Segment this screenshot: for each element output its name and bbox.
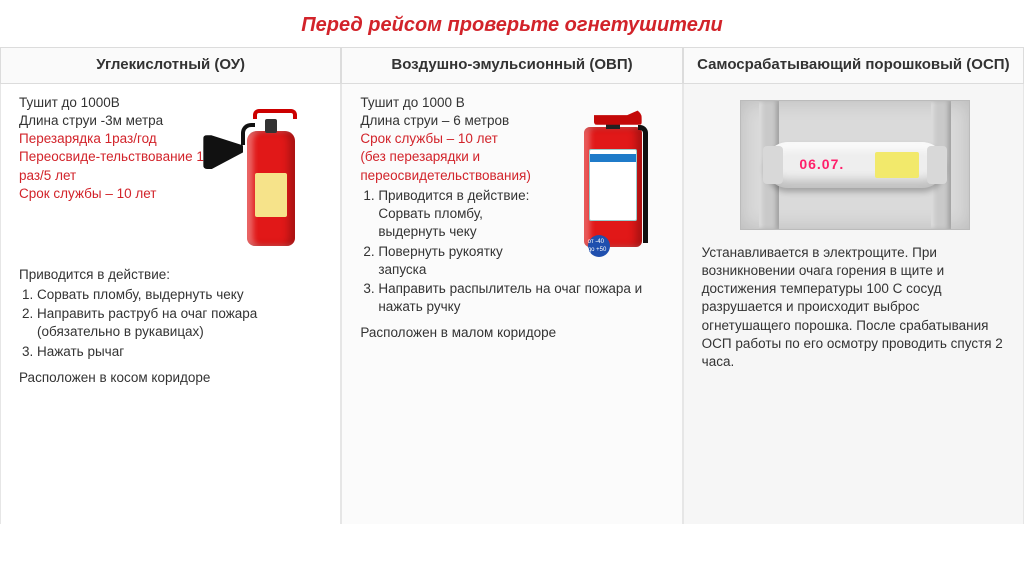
ovp-temp-badge: от -40 до +50 — [588, 235, 610, 257]
page-title: Перед рейсом проверьте огнетушители — [0, 0, 1024, 47]
col-header-ou: Углекислотный (ОУ) — [0, 47, 341, 84]
col-body-osp: 06.07. Устанавливается в электрощите. Пр… — [683, 84, 1024, 524]
ou-location: Расположен в косом коридоре — [19, 369, 326, 387]
osp-description: Устанавливается в электрощите. При возни… — [702, 244, 1009, 372]
ovp-location: Расположен в малом коридоре — [360, 324, 667, 342]
extinguisher-ovp-icon: от -40 до +50 — [558, 94, 668, 254]
ou-action-title: Приводится в действие: — [19, 266, 326, 284]
ovp-step: Направить распылитель на очаг пожара и н… — [378, 280, 667, 316]
extinguisher-osp-icon: 06.07. — [740, 100, 970, 230]
extinguisher-ou-icon — [216, 94, 326, 254]
col-header-ovp: Воздушно-эмульсионный (ОВП) — [341, 47, 682, 84]
col-body-ou: Тушит до 1000В Длина струи -3м метра Пер… — [0, 84, 341, 524]
ou-step: Направить раструб на очаг пожара (обязат… — [37, 305, 326, 341]
ou-steps: Сорвать пломбу, выдернуть чеку Направить… — [19, 286, 326, 361]
comparison-grid: Углекислотный (ОУ) Воздушно-эмульсионный… — [0, 47, 1024, 524]
osp-date-mark: 06.07. — [799, 155, 844, 174]
ou-step: Сорвать пломбу, выдернуть чеку — [37, 286, 326, 304]
ou-step: Нажать рычаг — [37, 343, 326, 361]
col-header-osp: Самосрабатывающий порошковый (ОСП) — [683, 47, 1024, 84]
col-body-ovp: от -40 до +50 Тушит до 1000 В Длина стру… — [341, 84, 682, 524]
